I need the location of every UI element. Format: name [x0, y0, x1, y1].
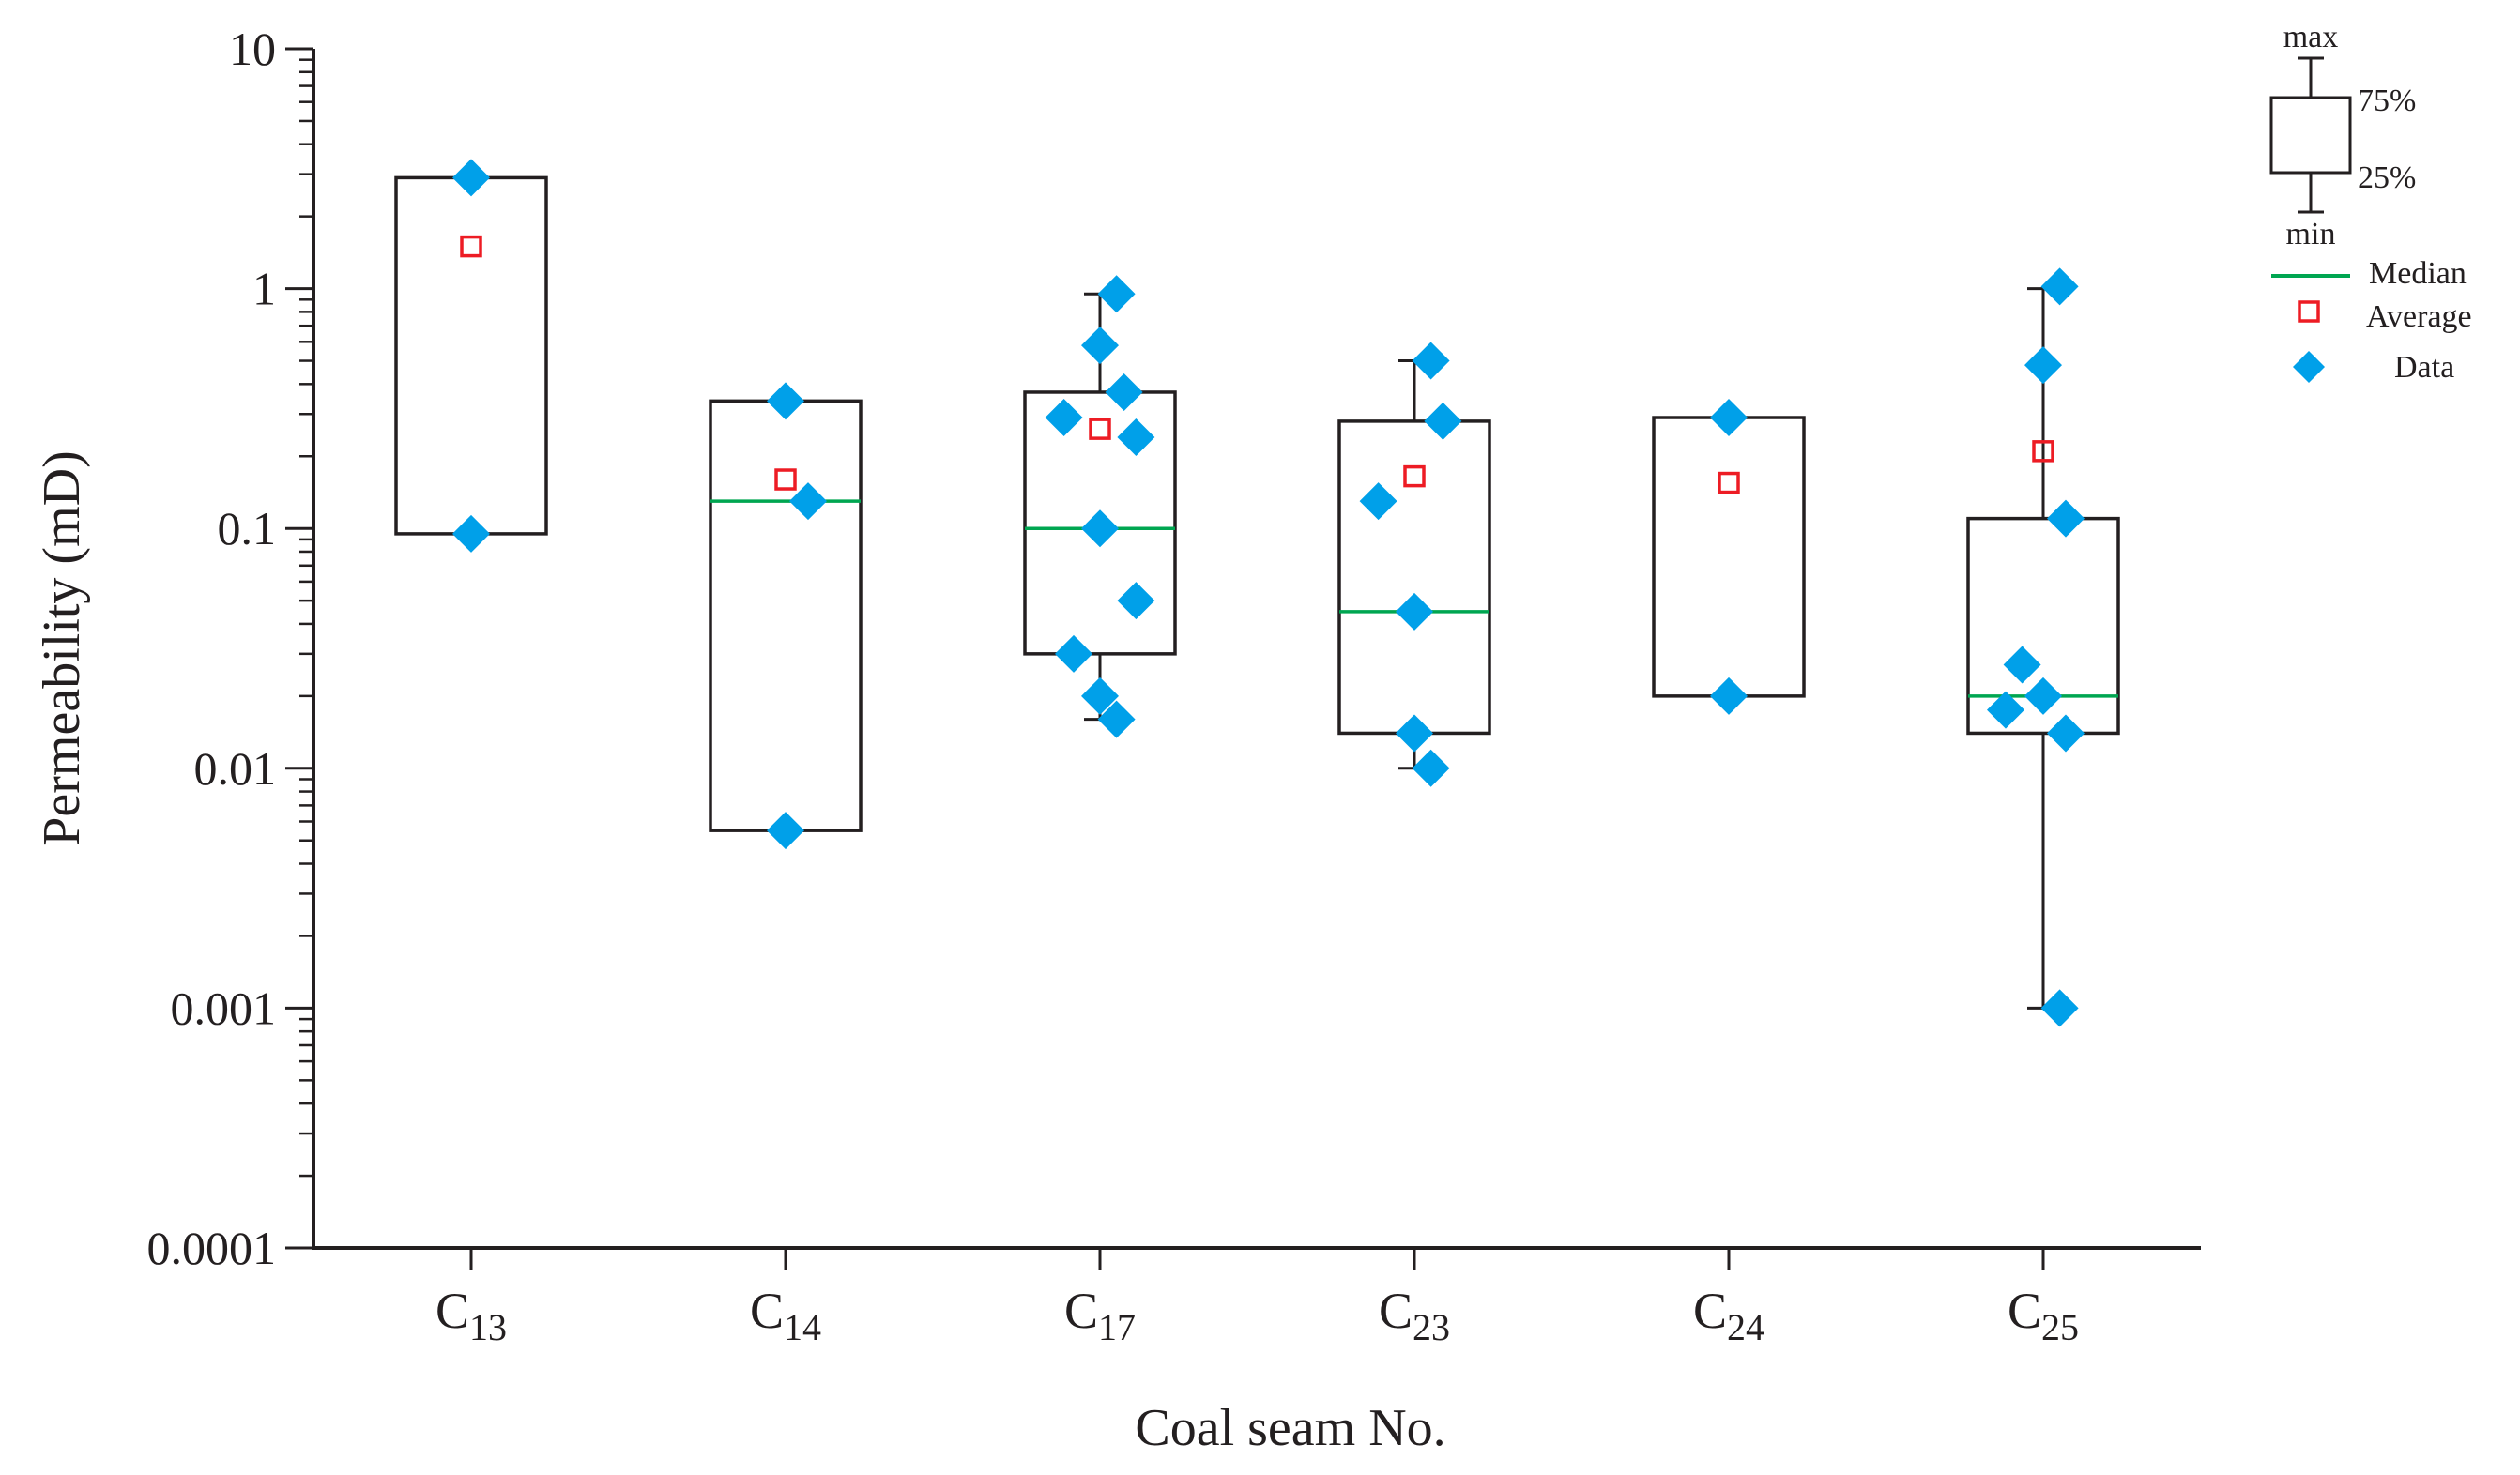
data-point	[1412, 749, 1450, 787]
data-point	[1359, 482, 1397, 521]
average-marker	[774, 468, 797, 491]
axes: 10 1 0.1 0.01 0.001 0.0001 C13 C14 C17 C23 C24 C25…	[33, 23, 2201, 1457]
data-point	[1710, 399, 1748, 437]
data-point	[2047, 499, 2085, 538]
data-point	[1081, 509, 1119, 548]
data-point	[767, 812, 804, 850]
x-axis-title: Coal seam No.	[1135, 1399, 1445, 1457]
box-group	[1652, 416, 1806, 698]
box-iqr	[709, 399, 863, 832]
data-point	[1710, 677, 1748, 715]
y-tick-label: 0.0001	[147, 1222, 277, 1274]
box-iqr	[1652, 416, 1806, 698]
data-point	[1105, 373, 1143, 411]
legend-max-label: max	[2283, 20, 2339, 54]
box-iqr	[1023, 390, 1177, 656]
box-iqr	[394, 175, 548, 536]
data-point	[2024, 677, 2062, 715]
y-tick-label: 0.001	[171, 981, 277, 1034]
x-ticks: C13 C14 C17 C23 C24 C25	[435, 1248, 2079, 1348]
legend-average-label: Average	[2366, 299, 2472, 334]
average-marker	[460, 235, 482, 258]
average-marker	[1718, 471, 1740, 494]
box-iqr	[1966, 516, 2120, 736]
average-marker	[1403, 464, 1426, 488]
data-point	[767, 382, 804, 420]
legend-min-label: min	[2286, 217, 2336, 251]
y-axis-title: Permeability (mD)	[33, 450, 91, 845]
y-tick-label: 0.01	[194, 742, 277, 795]
data-point	[1424, 402, 1462, 440]
legend-box	[2269, 96, 2352, 175]
legend-data-label: Data	[2394, 350, 2454, 385]
legend-q1-label: 25%	[2358, 160, 2416, 195]
x-tick-label: C14	[750, 1283, 821, 1348]
legend-data-swatch	[2293, 351, 2325, 383]
data-point	[1055, 634, 1092, 673]
data-point	[2003, 646, 2041, 684]
x-tick-label: C24	[1693, 1283, 1764, 1348]
legend-q3-label: 75%	[2358, 84, 2416, 118]
box-group	[1966, 287, 2120, 1010]
data-point	[1396, 592, 1433, 631]
data-point	[1987, 691, 2024, 729]
legend-average-swatch	[2298, 300, 2320, 323]
data-point	[1097, 275, 1136, 313]
data-point	[1396, 714, 1433, 753]
box-group	[394, 175, 548, 536]
data-point	[2024, 346, 2062, 385]
x-tick-label: C13	[435, 1283, 507, 1348]
y-tick-label: 1	[252, 263, 276, 315]
plot-area	[394, 159, 2120, 1027]
y-tick-label: 10	[229, 23, 276, 75]
y-ticks: 10 1 0.1 0.01 0.001 0.0001	[147, 23, 313, 1274]
x-tick-label: C23	[1379, 1283, 1450, 1348]
data-point	[2040, 267, 2079, 306]
data-point	[1117, 582, 1155, 620]
data-point	[1412, 342, 1450, 380]
legend-box-symbol	[2269, 56, 2352, 214]
data-point	[1045, 399, 1083, 437]
box-group	[1337, 359, 1491, 770]
data-point	[789, 482, 827, 521]
legend: max 75% 25% min Median Average Data	[2269, 20, 2472, 385]
data-point	[2047, 714, 2085, 753]
x-tick-label: C17	[1064, 1283, 1136, 1348]
data-point	[452, 514, 490, 553]
average-marker	[1089, 418, 1111, 440]
data-point	[1117, 418, 1155, 457]
data-point	[1081, 677, 1119, 715]
data-point	[1081, 327, 1119, 365]
y-tick-label: 0.1	[218, 502, 277, 555]
average-marker	[2032, 440, 2054, 463]
x-tick-label: C25	[2008, 1283, 2079, 1348]
data-point	[452, 159, 490, 197]
box-group	[709, 399, 863, 832]
data-point	[2040, 989, 2079, 1027]
data-point	[1097, 700, 1136, 738]
legend-median-label: Median	[2369, 256, 2467, 291]
